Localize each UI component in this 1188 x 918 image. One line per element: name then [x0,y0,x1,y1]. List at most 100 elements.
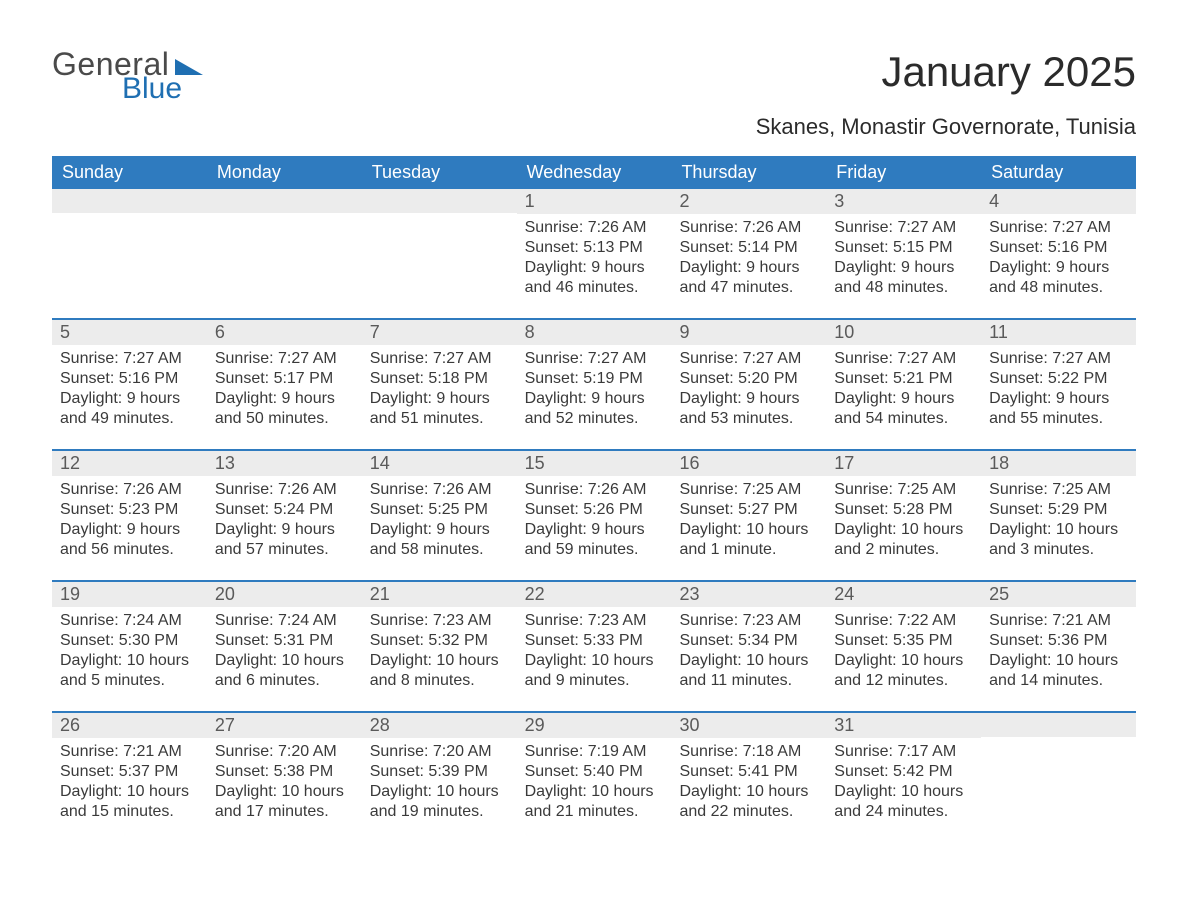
sunset-line: Sunset: 5:29 PM [989,500,1128,520]
calendar-day: 23Sunrise: 7:23 AMSunset: 5:34 PMDayligh… [671,582,826,701]
daylight-line-2: and 24 minutes. [834,802,973,822]
daylight-line-1: Daylight: 10 hours [834,651,973,671]
daylight-line-2: and 5 minutes. [60,671,199,691]
day-number: 2 [671,189,826,214]
day-body: Sunrise: 7:27 AMSunset: 5:16 PMDaylight:… [981,214,1136,308]
sunset-line: Sunset: 5:19 PM [525,369,664,389]
sunset-line: Sunset: 5:39 PM [370,762,509,782]
daylight-line-1: Daylight: 10 hours [679,651,818,671]
calendar-week: 5Sunrise: 7:27 AMSunset: 5:16 PMDaylight… [52,318,1136,439]
calendar: SundayMondayTuesdayWednesdayThursdayFrid… [52,156,1136,832]
sunset-line: Sunset: 5:16 PM [989,238,1128,258]
daylight-line-2: and 19 minutes. [370,802,509,822]
sunrise-line: Sunrise: 7:25 AM [834,480,973,500]
sunrise-line: Sunrise: 7:20 AM [215,742,354,762]
day-body: Sunrise: 7:25 AMSunset: 5:29 PMDaylight:… [981,476,1136,570]
daylight-line-2: and 15 minutes. [60,802,199,822]
day-body: Sunrise: 7:27 AMSunset: 5:19 PMDaylight:… [517,345,672,439]
sunset-line: Sunset: 5:20 PM [679,369,818,389]
header: General Blue January 2025 Skanes, Monast… [52,48,1136,140]
day-number: 30 [671,713,826,738]
calendar-day: 25Sunrise: 7:21 AMSunset: 5:36 PMDayligh… [981,582,1136,701]
daylight-line-2: and 21 minutes. [525,802,664,822]
dow-cell: Monday [207,156,362,189]
dow-cell: Wednesday [517,156,672,189]
sunrise-line: Sunrise: 7:27 AM [834,349,973,369]
day-number: 17 [826,451,981,476]
sunrise-line: Sunrise: 7:24 AM [60,611,199,631]
calendar-day: 24Sunrise: 7:22 AMSunset: 5:35 PMDayligh… [826,582,981,701]
calendar-day: 31Sunrise: 7:17 AMSunset: 5:42 PMDayligh… [826,713,981,832]
calendar-day [362,189,517,308]
daylight-line-1: Daylight: 9 hours [370,389,509,409]
daylight-line-1: Daylight: 10 hours [989,520,1128,540]
sunrise-line: Sunrise: 7:27 AM [989,218,1128,238]
calendar-day [981,713,1136,832]
sunset-line: Sunset: 5:34 PM [679,631,818,651]
sunrise-line: Sunrise: 7:27 AM [679,349,818,369]
calendar-day [52,189,207,308]
calendar-day: 19Sunrise: 7:24 AMSunset: 5:30 PMDayligh… [52,582,207,701]
sunrise-line: Sunrise: 7:23 AM [370,611,509,631]
sunrise-line: Sunrise: 7:20 AM [370,742,509,762]
daylight-line-2: and 22 minutes. [679,802,818,822]
sunrise-line: Sunrise: 7:26 AM [370,480,509,500]
sunset-line: Sunset: 5:22 PM [989,369,1128,389]
sunset-line: Sunset: 5:25 PM [370,500,509,520]
sunrise-line: Sunrise: 7:27 AM [989,349,1128,369]
day-body: Sunrise: 7:19 AMSunset: 5:40 PMDaylight:… [517,738,672,832]
day-body: Sunrise: 7:26 AMSunset: 5:13 PMDaylight:… [517,214,672,308]
day-body: Sunrise: 7:26 AMSunset: 5:25 PMDaylight:… [362,476,517,570]
daylight-line-1: Daylight: 10 hours [215,782,354,802]
calendar-day: 20Sunrise: 7:24 AMSunset: 5:31 PMDayligh… [207,582,362,701]
sunset-line: Sunset: 5:36 PM [989,631,1128,651]
brand-line2: Blue [122,74,182,104]
calendar-day: 26Sunrise: 7:21 AMSunset: 5:37 PMDayligh… [52,713,207,832]
day-body: Sunrise: 7:21 AMSunset: 5:37 PMDaylight:… [52,738,207,832]
daylight-line-2: and 49 minutes. [60,409,199,429]
daylight-line-1: Daylight: 9 hours [834,258,973,278]
sunrise-line: Sunrise: 7:24 AM [215,611,354,631]
day-body: Sunrise: 7:27 AMSunset: 5:15 PMDaylight:… [826,214,981,308]
daylight-line-1: Daylight: 9 hours [370,520,509,540]
sunrise-line: Sunrise: 7:22 AM [834,611,973,631]
daylight-line-1: Daylight: 10 hours [525,651,664,671]
day-number: 12 [52,451,207,476]
calendar-week: 1Sunrise: 7:26 AMSunset: 5:13 PMDaylight… [52,189,1136,308]
day-body: Sunrise: 7:26 AMSunset: 5:24 PMDaylight:… [207,476,362,570]
daylight-line-2: and 48 minutes. [834,278,973,298]
calendar-day: 22Sunrise: 7:23 AMSunset: 5:33 PMDayligh… [517,582,672,701]
day-number: 29 [517,713,672,738]
sunrise-line: Sunrise: 7:26 AM [525,218,664,238]
calendar-day: 18Sunrise: 7:25 AMSunset: 5:29 PMDayligh… [981,451,1136,570]
calendar-day: 7Sunrise: 7:27 AMSunset: 5:18 PMDaylight… [362,320,517,439]
day-body: Sunrise: 7:17 AMSunset: 5:42 PMDaylight:… [826,738,981,832]
daylight-line-2: and 51 minutes. [370,409,509,429]
calendar-day: 30Sunrise: 7:18 AMSunset: 5:41 PMDayligh… [671,713,826,832]
daylight-line-1: Daylight: 9 hours [525,389,664,409]
day-number [981,713,1136,737]
day-number: 9 [671,320,826,345]
day-number: 8 [517,320,672,345]
calendar-day: 13Sunrise: 7:26 AMSunset: 5:24 PMDayligh… [207,451,362,570]
day-body: Sunrise: 7:26 AMSunset: 5:26 PMDaylight:… [517,476,672,570]
day-number: 13 [207,451,362,476]
dow-cell: Sunday [52,156,207,189]
daylight-line-1: Daylight: 9 hours [679,389,818,409]
day-body: Sunrise: 7:27 AMSunset: 5:22 PMDaylight:… [981,345,1136,439]
daylight-line-2: and 6 minutes. [215,671,354,691]
sunset-line: Sunset: 5:21 PM [834,369,973,389]
daylight-line-1: Daylight: 9 hours [834,389,973,409]
daylight-line-2: and 14 minutes. [989,671,1128,691]
sunset-line: Sunset: 5:40 PM [525,762,664,782]
day-body: Sunrise: 7:27 AMSunset: 5:20 PMDaylight:… [671,345,826,439]
day-body: Sunrise: 7:26 AMSunset: 5:14 PMDaylight:… [671,214,826,308]
calendar-day: 21Sunrise: 7:23 AMSunset: 5:32 PMDayligh… [362,582,517,701]
sunrise-line: Sunrise: 7:26 AM [215,480,354,500]
daylight-line-2: and 56 minutes. [60,540,199,560]
day-body: Sunrise: 7:27 AMSunset: 5:21 PMDaylight:… [826,345,981,439]
sunset-line: Sunset: 5:27 PM [679,500,818,520]
calendar-day: 14Sunrise: 7:26 AMSunset: 5:25 PMDayligh… [362,451,517,570]
sunset-line: Sunset: 5:42 PM [834,762,973,782]
daylight-line-2: and 3 minutes. [989,540,1128,560]
